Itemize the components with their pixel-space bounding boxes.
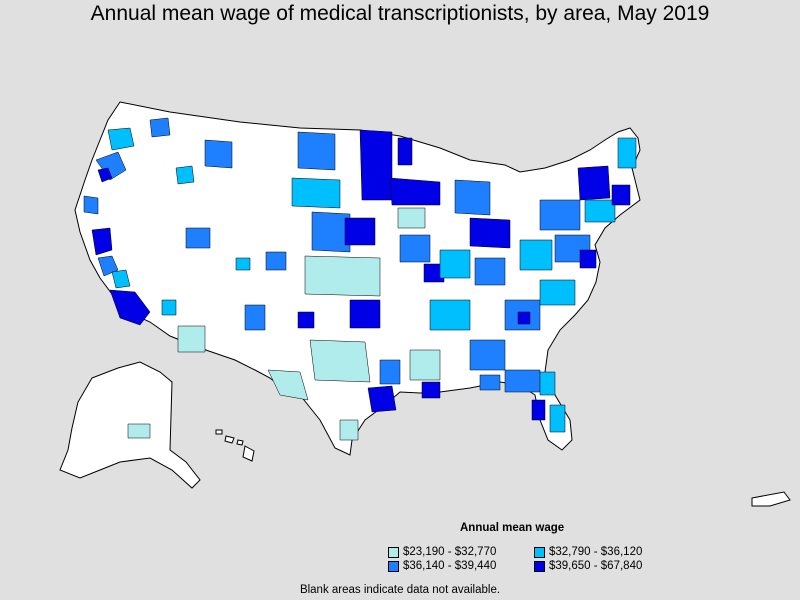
legend-swatch <box>388 560 399 572</box>
legend-swatch <box>534 546 545 558</box>
legend-item-bin-2: $32,790 - $36,120 <box>534 546 642 558</box>
legend-label: $36,140 - $39,440 <box>403 560 497 572</box>
legend-label: $39,650 - $67,840 <box>549 560 643 572</box>
legend-swatch <box>388 546 399 558</box>
puerto-rico-shape <box>751 491 791 507</box>
legend-swatch <box>534 560 545 572</box>
legend-label: $32,790 - $36,120 <box>549 546 643 558</box>
legend-item-bin-3: $36,140 - $39,440 <box>388 560 496 572</box>
legend-item-bin-4: $39,650 - $67,840 <box>534 560 642 572</box>
legend-label: $23,190 - $32,770 <box>403 546 497 558</box>
hawaii-islands <box>215 429 255 462</box>
legend-title: Annual mean wage <box>460 522 565 534</box>
footnote: Blank areas indicate data not available. <box>299 584 501 596</box>
wage-areas <box>83 117 637 441</box>
map-title: Annual mean wage of medical transcriptio… <box>90 2 710 25</box>
legend-item-bin-1: $23,190 - $32,770 <box>388 546 496 558</box>
